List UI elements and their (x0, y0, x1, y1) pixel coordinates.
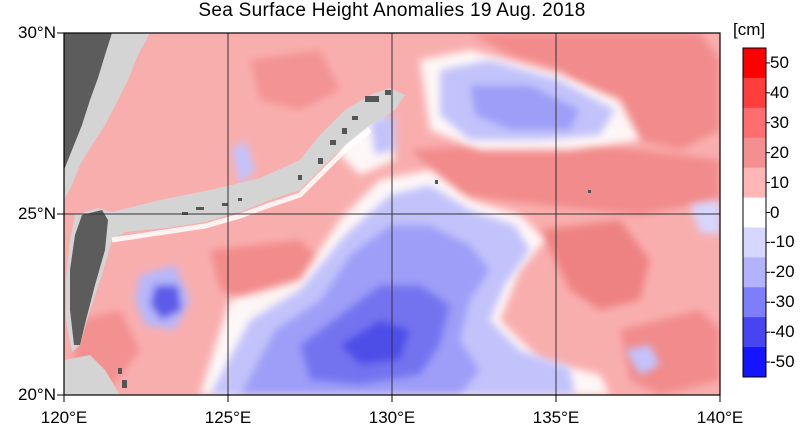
colorbar-label: -50 (770, 352, 795, 372)
lat-label-25n: 25°N (18, 204, 56, 223)
colorbar-label: -10 (770, 232, 795, 252)
cold-patch-130e (370, 115, 395, 155)
colorbar-swatch (743, 317, 766, 348)
lon-label-120e: 120°E (40, 408, 88, 427)
graticule (64, 33, 720, 395)
colorbar-swatch (743, 77, 766, 109)
cold-eddy-north-core (470, 85, 580, 130)
colorbar-label: -20 (770, 262, 795, 282)
shelf-edge-band (111, 128, 372, 243)
colorbar-swatch (743, 137, 766, 169)
colorbar-label: -40 (770, 322, 795, 342)
colorbar (742, 47, 770, 378)
ryukyu-islands (182, 90, 591, 215)
axis-ticks (57, 32, 721, 402)
colorbar-swatch (743, 257, 766, 288)
colorbar-swatch (743, 48, 766, 79)
taiwan-island (70, 210, 108, 345)
map-title: Sea Surface Height Anomalies 19 Aug. 201… (198, 0, 586, 21)
warm-patch-southeast (620, 310, 720, 395)
colorbar-swatch (743, 167, 766, 199)
cold-patch-126e (232, 140, 255, 185)
lat-label-20n: 20°N (18, 385, 56, 404)
cold-patch-southeast (625, 345, 660, 375)
warm-band-east (410, 140, 720, 215)
colorbar-label: 0 (770, 202, 780, 222)
colorbar-swatch (743, 347, 766, 378)
lon-label-130e: 130°E (368, 408, 416, 427)
colorbar-swatch (743, 107, 766, 139)
lon-label-140e: 140°E (696, 408, 744, 427)
colorbar-label: 20 (770, 142, 789, 162)
luzon-islet (118, 368, 122, 374)
colorbar-label: 40 (770, 82, 789, 102)
cold-eddy-123e-core (150, 285, 182, 320)
colorbar-label: -30 (770, 292, 795, 312)
luzon-strait-land (64, 355, 120, 395)
colorbar-swatch (743, 227, 766, 258)
colorbar-label: 10 (770, 172, 789, 192)
colorbar-swatch (743, 287, 766, 318)
colorbar-label: 50 (770, 52, 789, 72)
luzon-islet (122, 380, 127, 388)
colorbar-label: 30 (770, 112, 789, 132)
colorbar-swatch (743, 197, 766, 228)
lon-label-125e: 125°E (204, 408, 252, 427)
lon-label-135e: 135°E (532, 408, 580, 427)
warm-eddy-136e (540, 220, 650, 310)
ryukyu-shelf (112, 88, 405, 240)
colorbar-unit: [cm] (733, 20, 766, 39)
mainland-coast (64, 33, 112, 170)
cold-patch-east-edge (690, 200, 720, 235)
warm-patch-north (250, 50, 340, 110)
lat-label-30n: 30°N (18, 23, 56, 42)
